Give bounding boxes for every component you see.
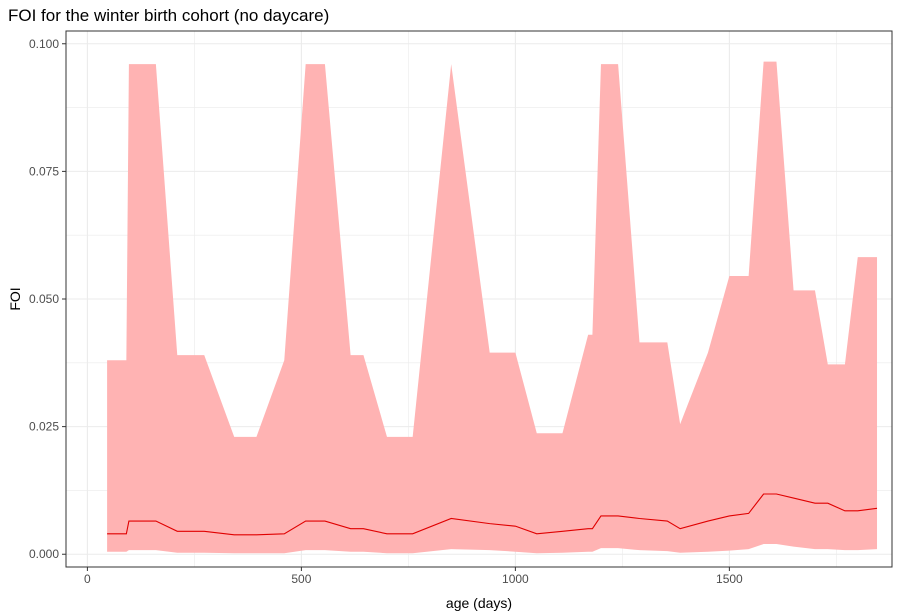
y-axis-ticks: 0.000 0.025 0.050 0.075 0.100 <box>29 37 66 561</box>
y-tick-label: 0.050 <box>29 292 59 306</box>
x-axis-label: age (days) <box>446 595 512 611</box>
confidence-ribbon <box>107 61 878 554</box>
chart-title: FOI for the winter birth cohort (no dayc… <box>8 6 330 25</box>
x-tick-label: 0 <box>84 572 91 586</box>
y-tick-label: 0.075 <box>29 164 59 178</box>
y-tick-label: 0.100 <box>29 37 59 51</box>
ribbon-layer <box>107 61 878 554</box>
x-axis-ticks: 0 500 1000 1500 <box>84 567 743 586</box>
x-tick-label: 1500 <box>716 572 743 586</box>
foi-line <box>107 493 878 536</box>
x-tick-label: 500 <box>291 572 311 586</box>
y-axis-label: FOI <box>7 287 23 310</box>
y-tick-label: 0.025 <box>29 420 59 434</box>
x-tick-label: 1000 <box>502 572 529 586</box>
line-layer <box>107 493 878 536</box>
y-tick-label: 0.000 <box>29 547 59 561</box>
